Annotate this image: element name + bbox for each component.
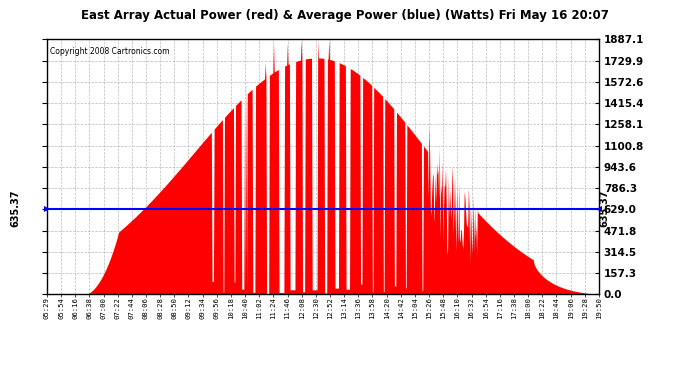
Text: East Array Actual Power (red) & Average Power (blue) (Watts) Fri May 16 20:07: East Array Actual Power (red) & Average … — [81, 9, 609, 22]
Text: 635.37: 635.37 — [10, 190, 20, 227]
Text: Copyright 2008 Cartronics.com: Copyright 2008 Cartronics.com — [50, 47, 169, 56]
Text: 635.37: 635.37 — [600, 190, 609, 227]
